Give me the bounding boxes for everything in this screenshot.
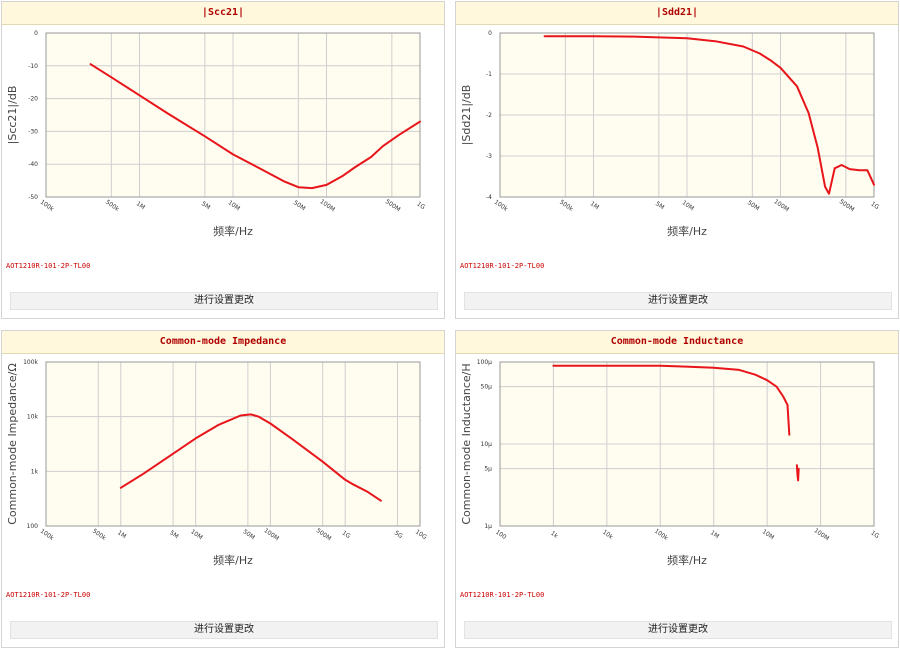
y-tick-label: 5μ	[484, 466, 492, 473]
y-axis-label: Common-mode Inductance/H	[460, 363, 473, 524]
x-tick-label: 10G	[414, 528, 428, 541]
x-tick-label: 1G	[869, 200, 880, 211]
x-tick-label: 500M	[838, 198, 856, 213]
y-tick-label: -1	[486, 71, 492, 78]
y-tick-label: -40	[28, 161, 38, 168]
x-tick-label: 100k	[39, 199, 56, 214]
y-axis-label: |Scc21|/dB	[6, 86, 19, 145]
x-tick-label: 100	[494, 529, 508, 541]
y-tick-label: -10	[28, 63, 38, 70]
x-tick-label: 10M	[189, 528, 204, 541]
x-tick-label: 500k	[91, 528, 108, 543]
settings-button[interactable]: 进行设置更改	[464, 292, 892, 310]
x-tick-label: 1G	[869, 529, 880, 540]
x-tick-label: 100k	[39, 528, 56, 543]
chart-title: Common-mode Impedance	[2, 331, 444, 354]
y-tick-label: 0	[488, 30, 492, 37]
series-line	[119, 413, 382, 502]
y-tick-label: 1μ	[484, 523, 492, 530]
x-tick-label: 50M	[241, 528, 256, 541]
y-tick-label: -50	[28, 194, 38, 201]
x-tick-label: 1M	[709, 529, 720, 540]
y-tick-label: 100k	[23, 359, 38, 366]
x-tick-label: 5M	[654, 200, 665, 211]
part-number: AOT1210R-101-2P-TL00	[6, 262, 91, 270]
scc21-chart: 100k 500k 1M 5M 10M 50M 100M 500M 1G 0 -10 -20 -30 -4…	[6, 30, 427, 238]
x-tick-label: 500k	[104, 199, 121, 214]
plot-border	[45, 361, 421, 527]
x-tick-label: 1k	[549, 530, 559, 540]
x-tick-label: 100M	[813, 527, 831, 542]
y-tick-label: 100	[27, 523, 39, 530]
x-tick-label: 100M	[773, 198, 791, 213]
x-tick-label: 500k	[558, 199, 575, 214]
x-tick-label: 50M	[746, 199, 761, 212]
y-tick-label: 1k	[31, 468, 39, 475]
x-tick-label: 5M	[200, 200, 211, 211]
x-tick-label: 10M	[681, 199, 696, 212]
impedance-chart: 100k 500k 1M 5M 10M 50M 100M 500M 1G 5G 10G 100 1k 10…	[6, 359, 428, 567]
x-tick-label: 100k	[653, 528, 670, 543]
settings-button[interactable]: 进行设置更改	[10, 292, 438, 310]
y-tick-label: -30	[28, 128, 38, 135]
x-tick-label: 100M	[262, 527, 280, 542]
sdd21-chart: 100k 500k 1M 5M 10M 50M 100M 500M 1G 0 -1 -2 -3 -4 频率/…	[460, 30, 881, 238]
series-line	[552, 364, 791, 436]
y-tick-label: 10k	[27, 414, 39, 421]
part-number: AOT1210R-101-2P-TL00	[460, 262, 545, 270]
y-tick-label: -20	[28, 96, 38, 103]
x-tick-label: 1M	[116, 529, 127, 540]
x-tick-label: 500M	[315, 527, 333, 542]
chart-title: |Sdd21|	[456, 2, 898, 25]
sdd21-panel: |Sdd21| 100k 500k 1M 5M 10M 50M 100M 500M 1G 0 -1 -…	[455, 1, 899, 319]
x-tick-label: 1M	[135, 200, 146, 211]
y-tick-label: -4	[486, 194, 492, 201]
plot-border	[499, 32, 875, 198]
chart-title: |Scc21|	[2, 2, 444, 25]
x-tick-label: 100M	[319, 198, 337, 213]
y-tick-label: 50μ	[481, 384, 493, 391]
y-axis-label: Common-mode Impedance/Ω	[6, 363, 19, 525]
x-tick-label: 5G	[393, 529, 404, 540]
plot-border	[45, 32, 421, 198]
x-tick-label: 5M	[168, 529, 179, 540]
y-tick-label: -3	[486, 153, 492, 160]
x-tick-label: 1M	[589, 200, 600, 211]
y-tick-label: 10μ	[481, 441, 493, 448]
x-tick-label: 50M	[292, 199, 307, 212]
x-tick-label: 1G	[341, 529, 352, 540]
part-number: AOT1210R-101-2P-TL00	[6, 591, 91, 599]
series-line	[89, 63, 421, 190]
plot-border	[499, 361, 875, 527]
y-tick-label: 0	[34, 30, 38, 37]
settings-button[interactable]: 进行设置更改	[10, 621, 438, 639]
x-axis-label: 频率/Hz	[213, 553, 253, 567]
x-tick-label: 1G	[415, 200, 426, 211]
y-tick-label: 100μ	[477, 359, 492, 366]
plot-area	[45, 361, 421, 527]
x-tick-label: 500M	[384, 198, 402, 213]
x-axis-label: 频率/Hz	[667, 553, 707, 567]
x-axis-label: 频率/Hz	[213, 224, 253, 238]
part-number: AOT1210R-101-2P-TL00	[460, 591, 545, 599]
x-tick-label: 10M	[761, 528, 776, 541]
y-tick-label: -2	[486, 112, 492, 119]
x-tick-label: 10M	[227, 199, 242, 212]
inductance-panel: Common-mode Inductance 100 1k 10k 100k 1M 10M…	[455, 330, 899, 648]
impedance-panel: Common-mode Impedance 100k 500k 1M 5M 10M 50M…	[1, 330, 445, 648]
y-axis-label: |Sdd21|/dB	[460, 85, 473, 146]
settings-button[interactable]: 进行设置更改	[464, 621, 892, 639]
series-line-segment	[795, 464, 800, 482]
x-tick-label: 10k	[601, 529, 615, 541]
chart-title: Common-mode Inductance	[456, 331, 898, 354]
x-axis-label: 频率/Hz	[667, 224, 707, 238]
inductance-chart: 100 1k 10k 100k 1M 10M 100M 1G 1μ 5μ 10μ 50μ 100μ 频率/…	[460, 359, 881, 567]
series-line	[543, 35, 875, 195]
scc21-panel: |Scc21| 100k 500k 1M 5M 10M 50M 100M 500M 1G 0 -10…	[1, 1, 445, 319]
x-tick-label: 100k	[493, 199, 510, 214]
